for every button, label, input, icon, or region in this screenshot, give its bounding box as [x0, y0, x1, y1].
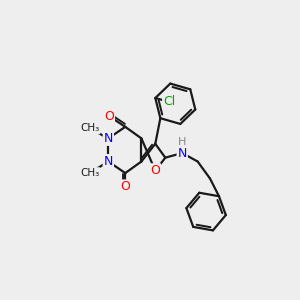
Text: O: O	[120, 180, 130, 194]
Text: O: O	[104, 110, 114, 123]
Text: O: O	[150, 164, 160, 177]
Text: CH₃: CH₃	[80, 168, 100, 178]
Text: N: N	[178, 146, 187, 160]
Text: N: N	[103, 155, 113, 168]
Text: CH₃: CH₃	[80, 123, 100, 134]
Text: N: N	[103, 132, 113, 145]
Text: H: H	[178, 137, 186, 147]
Text: Cl: Cl	[163, 95, 175, 108]
